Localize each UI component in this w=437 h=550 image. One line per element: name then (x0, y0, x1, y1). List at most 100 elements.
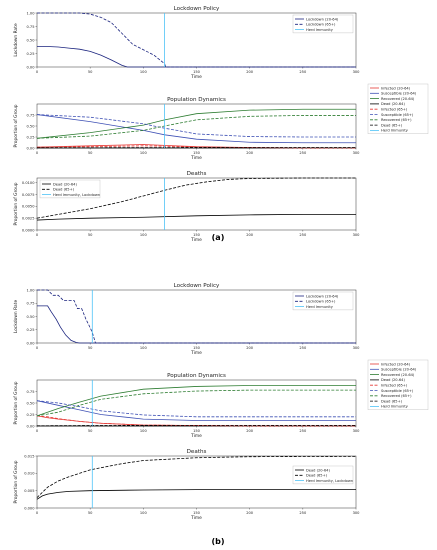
x-tick-label: 150 (193, 346, 201, 350)
y-tick-label: 0.005 (24, 489, 34, 493)
chart-title: Lockdown Policy (174, 283, 220, 289)
series-line (36, 115, 356, 139)
legend-label: Recovered (65+) (381, 118, 412, 122)
legend-label: Susceptible (65+) (381, 113, 414, 117)
legend-label: Lockdown (20-64) (306, 294, 339, 298)
x-axis-label: Time (190, 433, 202, 439)
series-line (37, 305, 356, 344)
y-axis-label: Proportion of Group (13, 460, 19, 503)
y-tick-label: 0.0050 (22, 205, 35, 209)
series-line (36, 177, 356, 219)
x-axis-label: Time (190, 155, 202, 161)
y-tick-label: 0.75 (26, 302, 34, 306)
x-tick-label: 250 (299, 151, 307, 155)
x-tick-label: 0 (36, 233, 39, 237)
legend-label: Dead (65+) (306, 474, 328, 478)
series-line (36, 415, 356, 427)
x-tick-label: 150 (193, 233, 201, 237)
x-tick-label: 250 (299, 233, 307, 237)
legend-label: Dead (20-64) (381, 378, 405, 382)
x-tick-label: 50 (88, 346, 93, 350)
y-tick-label: 1.00 (26, 288, 35, 292)
y-tick-label: 0.75 (26, 25, 34, 29)
x-tick-label: 250 (299, 511, 307, 515)
legend-label: Susceptible (65+) (381, 389, 414, 393)
x-tick-label: 300 (353, 511, 361, 515)
legend: Lockdown (20-64) Lockdown (65+)Herd Immun… (292, 291, 354, 311)
legend-label: Infected (20-64) (381, 86, 411, 90)
legend-label: Herd Immunity (306, 28, 334, 32)
legend-label: Lockdown (65+) (306, 23, 336, 27)
chart-a_lockdown: Lockdown Policy 0 50 100 150 200 250 300 0.00 0.2… (13, 6, 360, 80)
x-tick-label: 100 (140, 346, 148, 350)
y-axis-label: Lockdown Rate (13, 23, 19, 57)
legend-label: Susceptible (20-64) (381, 92, 417, 96)
x-tick-label: 300 (353, 151, 361, 155)
x-tick-label: 100 (140, 151, 148, 155)
chart-b_dynamics: Population Dynamics 0 50 100 150 200 250 300 0.0… (13, 359, 429, 439)
series-line (36, 114, 356, 144)
series-line (37, 46, 356, 68)
x-tick-label: 0 (36, 346, 39, 350)
x-tick-label: 0 (36, 70, 39, 74)
series-line (36, 385, 356, 417)
chart-a_dynamics: Population Dynamics 0 50 100 150 200 250 300 0.0… (13, 83, 429, 161)
y-tick-label: 0.50 (26, 315, 35, 319)
chart-a_deaths: Deaths 0 50 100 150 200 250 300 0.0000 0.0025 0.00… (13, 171, 360, 243)
legend: Infected (20-64)Susceptible (20-64)Recov… (367, 83, 429, 134)
x-tick-label: 200 (246, 151, 254, 155)
legend-box (367, 359, 429, 410)
chart-title: Deaths (187, 449, 207, 455)
chart-title: Population Dynamics (167, 97, 226, 103)
y-tick-label: 0.00 (26, 65, 35, 69)
y-tick-label: 0.75 (26, 113, 34, 117)
plot-frame (36, 379, 357, 427)
x-tick-label: 250 (299, 70, 307, 74)
y-tick-label: 0.50 (26, 38, 35, 42)
y-tick-label: 0.25 (26, 413, 34, 417)
legend-label: Dead (20-64) (53, 182, 77, 186)
legend-box (39, 179, 101, 199)
series-line (36, 455, 357, 498)
legend-label: Recovered (20-64) (381, 97, 415, 101)
series-line (36, 114, 356, 138)
x-tick-label: 100 (140, 429, 148, 433)
x-tick-label: 300 (353, 346, 361, 350)
x-tick-label: 0 (36, 511, 39, 515)
x-tick-label: 200 (246, 346, 254, 350)
legend-box (292, 465, 354, 485)
chart-b_deaths: Deaths 0 50 100 150 200 250 300 0.000 0.005 0.010 0… (13, 449, 360, 521)
legend-label: Herd Immunity (381, 129, 409, 133)
legend-label: Herd Immunity, Lockdown (53, 193, 100, 197)
y-tick-label: 0.0000 (22, 228, 35, 232)
x-tick-label: 0 (36, 151, 39, 155)
x-tick-label: 100 (140, 70, 148, 74)
chart-b_lockdown: Lockdown Policy 0 50 100 150 200 250 300 0.00 0.2… (13, 283, 360, 356)
y-tick-label: 1.00 (26, 11, 35, 15)
x-tick-label: 50 (88, 151, 93, 155)
y-tick-label: 0.0100 (22, 181, 35, 185)
series-line (36, 400, 356, 418)
series-line (36, 400, 356, 421)
legend-label: Dead (20-64) (381, 102, 405, 106)
y-tick-label: 0.015 (24, 454, 34, 458)
legend-label: Herd Immunity (381, 405, 409, 409)
y-tick-label: 0.25 (26, 328, 34, 332)
legend-label: Herd Immunity, Lockdown (306, 479, 353, 483)
series-line (36, 108, 356, 139)
legend-label: Dead (20-64) (306, 468, 330, 472)
legend-label: Lockdown (65+) (306, 300, 336, 304)
x-tick-label: 200 (246, 511, 254, 515)
legend-label: Lockdown (20-64) (306, 17, 339, 21)
y-tick-label: 0.00 (26, 146, 35, 150)
x-tick-label: 100 (140, 233, 148, 237)
x-tick-label: 200 (246, 70, 254, 74)
x-tick-label: 150 (193, 511, 201, 515)
x-tick-label: 300 (353, 233, 361, 237)
x-tick-label: 300 (353, 70, 361, 74)
x-axis-label: Time (190, 515, 202, 521)
y-tick-label: 0.00 (26, 341, 35, 345)
legend: Infected (20-64)Susceptible (20-64)Recov… (367, 359, 429, 410)
y-axis-label: Proportion of Group (13, 182, 19, 225)
